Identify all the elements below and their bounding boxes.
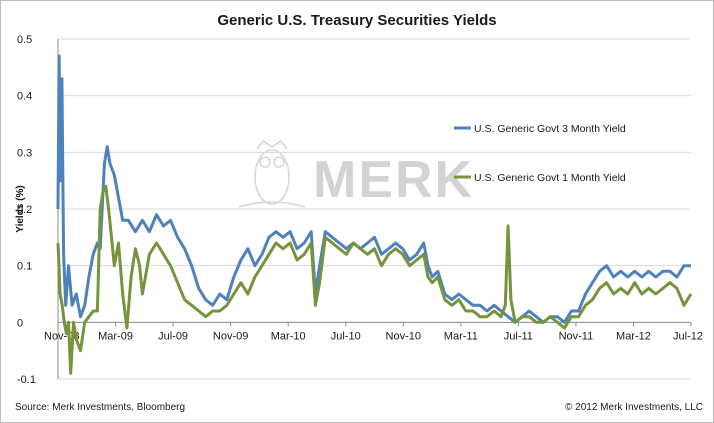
x-tick-label: Mar-09 bbox=[98, 330, 133, 342]
grid-lines bbox=[58, 38, 691, 380]
series-line-1-month bbox=[56, 184, 693, 375]
x-tick-label: Jul-10 bbox=[331, 330, 361, 342]
y-tick-label: 0.1 bbox=[17, 261, 32, 273]
x-tick-label: Nov-10 bbox=[386, 330, 421, 342]
legend-label-3m: U.S. Generic Govt 3 Month Yield bbox=[474, 123, 626, 135]
y-tick-label: 0.2 bbox=[17, 204, 32, 216]
x-tick-label: Mar-12 bbox=[616, 330, 651, 342]
y-tick-label: 0.4 bbox=[17, 91, 32, 103]
chart-title: Generic U.S. Treasury Securities Yields bbox=[217, 12, 496, 29]
source-note: Source: Merk Investments, Bloomberg bbox=[15, 402, 185, 413]
y-tick-label: 0.5 bbox=[17, 34, 32, 46]
series-layer bbox=[56, 54, 693, 375]
y-tick-label: -0.1 bbox=[17, 374, 36, 386]
legend-label-1m: U.S. Generic Govt 1 Month Yield bbox=[474, 172, 626, 184]
watermark: MERK bbox=[238, 139, 474, 209]
x-tick-label: Nov-09 bbox=[213, 330, 248, 342]
x-tick-label: Jul-12 bbox=[673, 330, 703, 342]
x-tick-label: Jul-09 bbox=[158, 330, 188, 342]
x-tick-label: Jul-11 bbox=[504, 330, 533, 342]
x-tick-label: Mar-10 bbox=[271, 330, 306, 342]
legend: U.S. Generic Govt 3 Month Yield U.S. Gen… bbox=[454, 123, 626, 184]
copyright-note: © 2012 Merk Investments, LLC bbox=[565, 402, 703, 413]
y-tick-label: 0.3 bbox=[17, 147, 32, 159]
x-tick-label: Mar-11 bbox=[444, 330, 478, 342]
x-tick-label: Nov-11 bbox=[559, 330, 594, 342]
y-axis-label: Yields (%) bbox=[15, 185, 26, 232]
watermark-text: MERK bbox=[313, 151, 474, 209]
y-tick-label: 0 bbox=[17, 317, 23, 329]
owl-logo-icon bbox=[238, 139, 306, 208]
series-line-3-month bbox=[56, 54, 691, 324]
